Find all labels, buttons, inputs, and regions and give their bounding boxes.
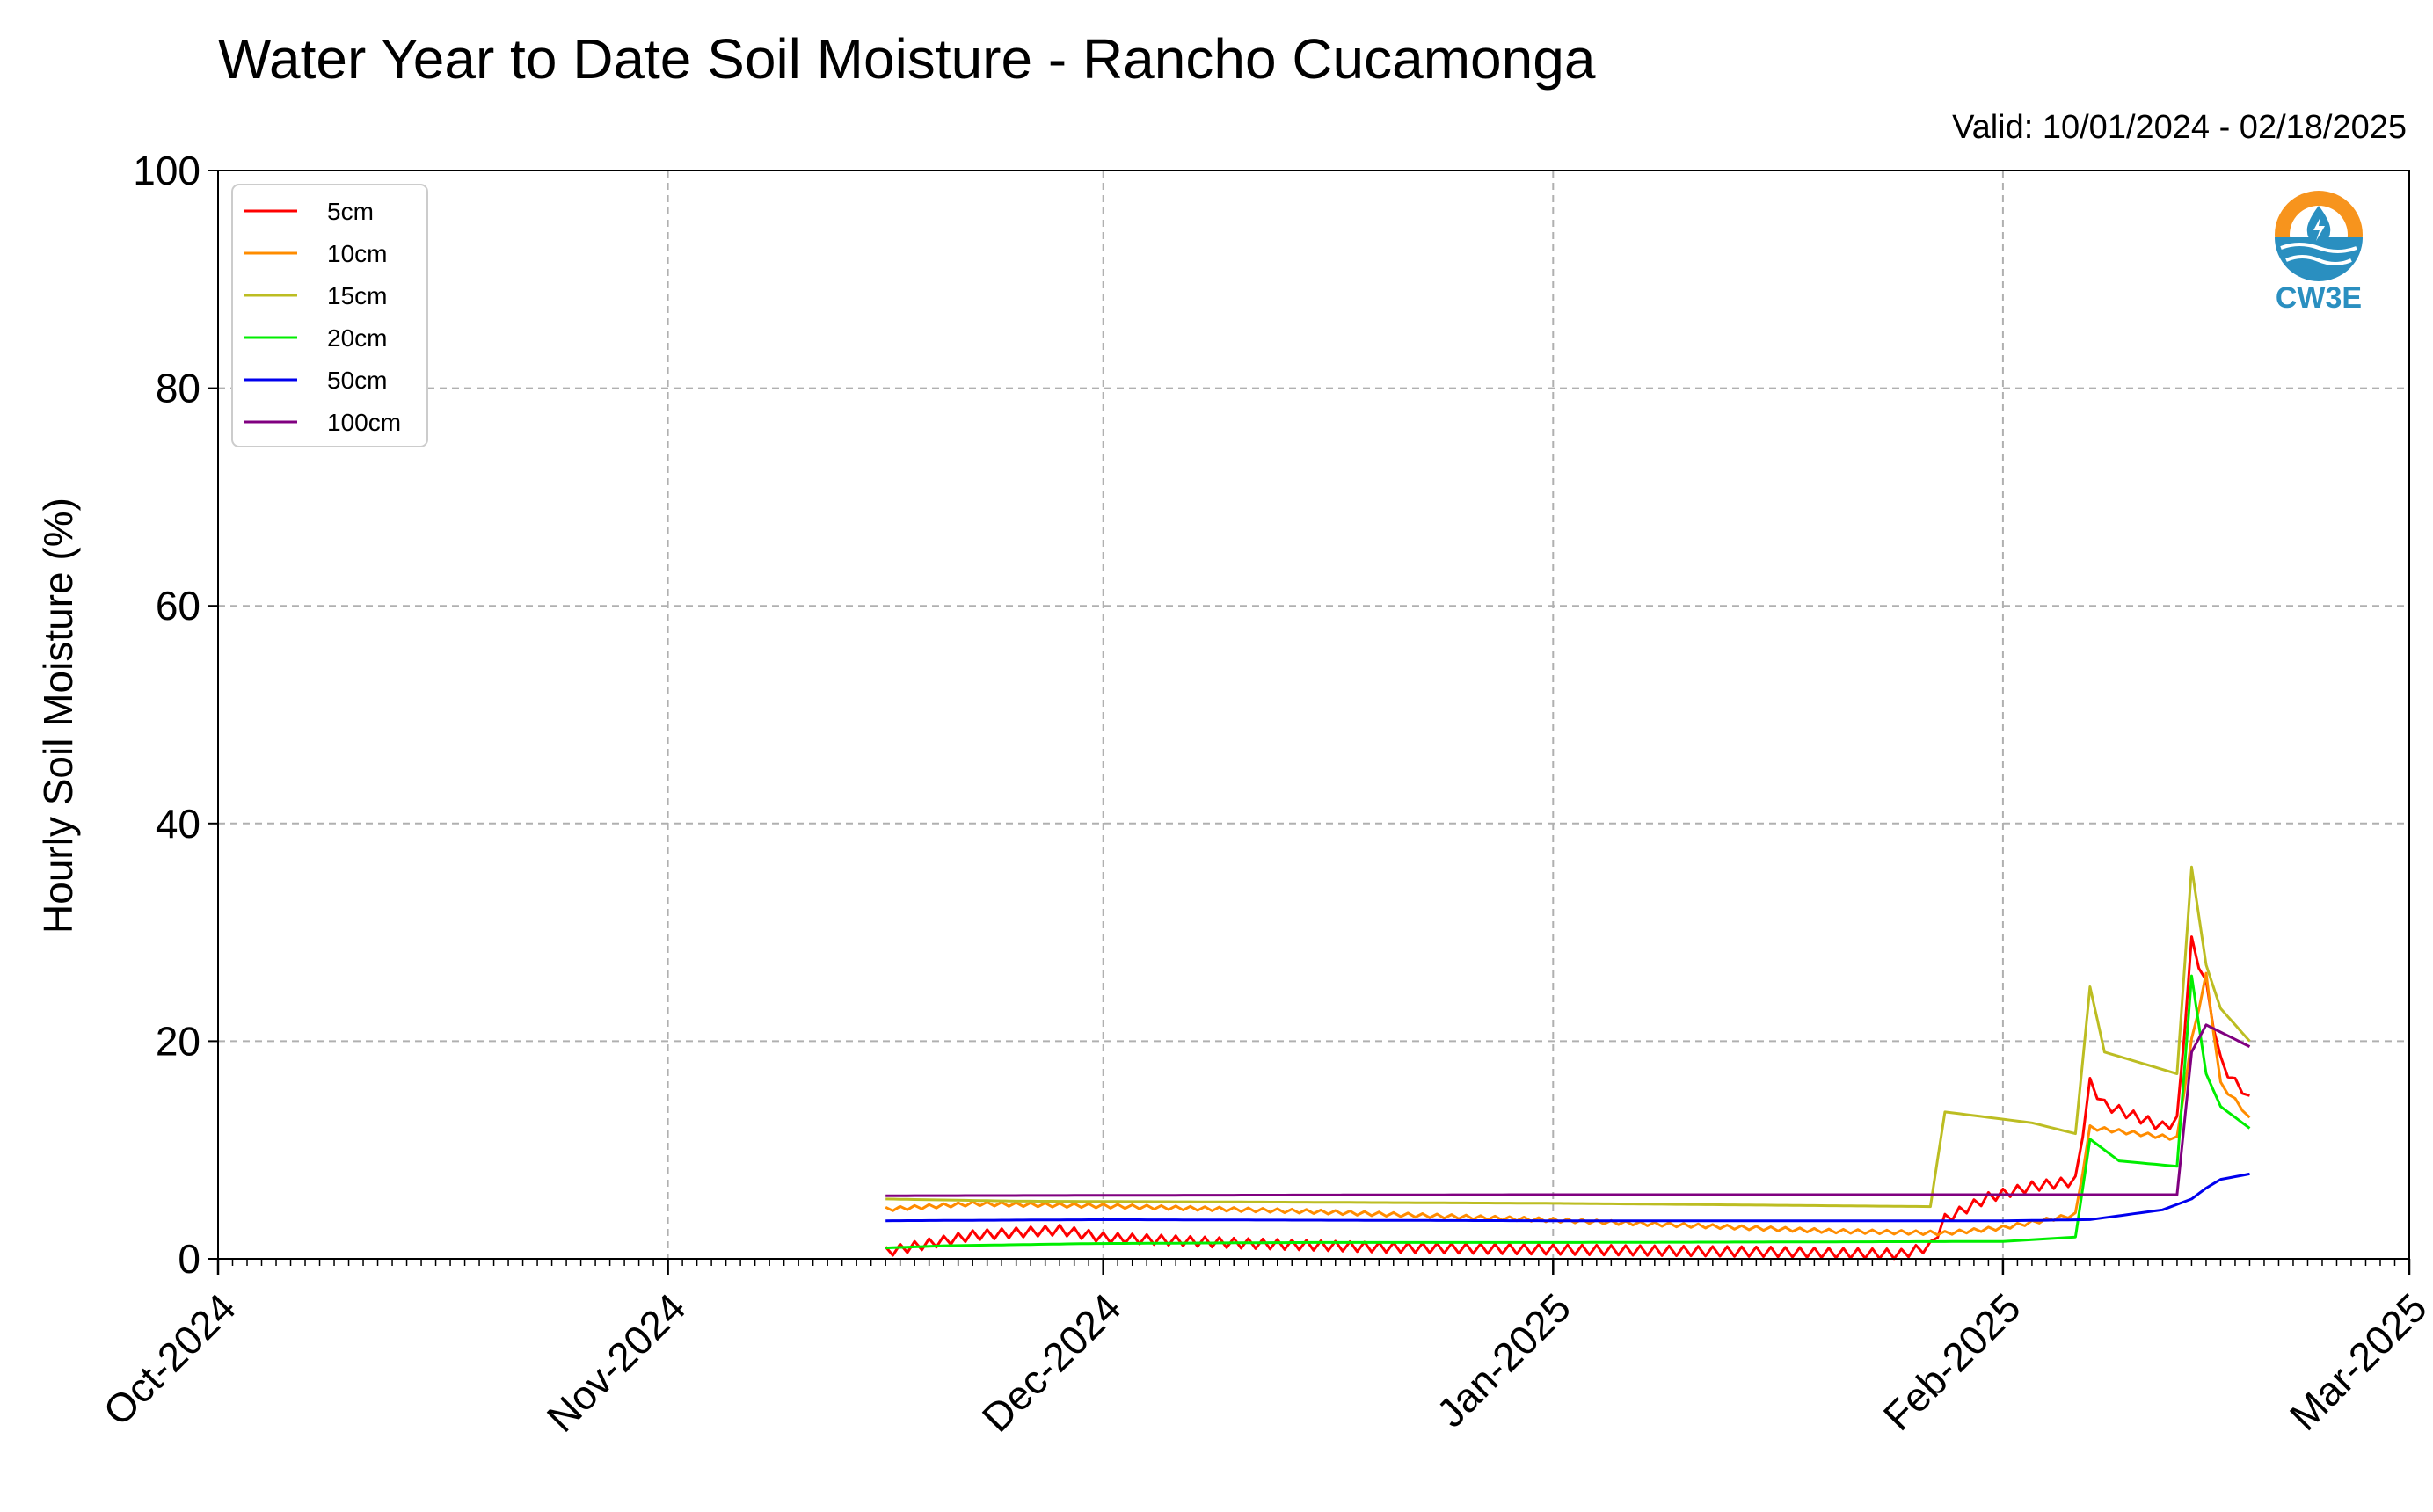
cw3e-logo: CW3E [2270,186,2367,318]
legend-label-20cm: 20cm [327,324,387,352]
water-drop-icon [2275,191,2363,281]
plot-frame [217,170,2410,1260]
y-tick-label: 60 [156,583,200,629]
y-tick-label: 100 [133,148,200,193]
x-tick-label: Nov-2024 [538,1284,695,1441]
legend-label-50cm: 50cm [327,367,387,394]
series-line-10cm [885,971,2251,1237]
x-tick-label: Mar-2025 [2281,1284,2433,1439]
legend-label-15cm: 15cm [327,282,387,309]
x-tick-label: Dec-2024 [973,1284,1130,1441]
series-line-100cm [885,1023,2251,1197]
legend-label-100cm: 100cm [327,409,401,436]
y-tick-label: 80 [156,366,200,411]
x-tick-label: Jan-2025 [1428,1284,1579,1436]
series-line-5cm [885,935,2250,1261]
y-tick-label: 0 [178,1236,200,1282]
y-tick-label: 40 [156,801,200,847]
logo-text: CW3E [2275,281,2363,315]
valid-date-range: Valid: 10/01/2024 - 02/18/2025 [1952,109,2407,146]
x-tick-label: Feb-2025 [1875,1284,2029,1439]
y-tick-label: 20 [156,1018,200,1064]
series-line-15cm [885,865,2251,1209]
legend-label-10cm: 10cm [327,240,387,267]
legend-label-5cm: 5cm [327,198,374,225]
chart-title: Water Year to Date Soil Moisture - Ranch… [218,27,1596,91]
series-line-50cm [885,1172,2250,1223]
x-tick-label: Oct-2024 [94,1284,244,1435]
series-line-20cm [885,974,2251,1250]
